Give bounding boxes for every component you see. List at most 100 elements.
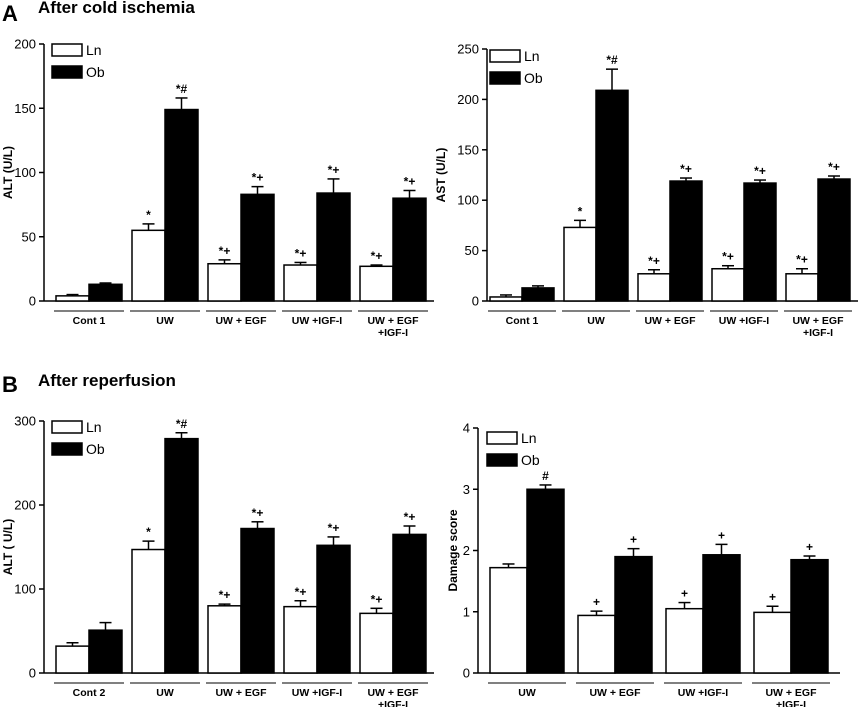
obese-bar xyxy=(88,283,123,302)
panel-a-letter: A xyxy=(2,1,18,26)
category-label: UW + EGF xyxy=(792,315,844,327)
chart-3: 0 100 200 300 ALT ( U/L) Cont 2 * *# UW *+ *+ UW + … xyxy=(1,414,434,707)
obese-bar xyxy=(614,555,653,674)
category-label: UW + EGF xyxy=(765,687,817,699)
obese-bar xyxy=(817,178,851,302)
significance-label: *+ xyxy=(680,162,692,176)
legend-swatch-obese xyxy=(489,71,521,85)
obese-bar xyxy=(743,182,777,302)
y-axis-label: ALT (U/L) xyxy=(1,146,15,199)
significance-label: + xyxy=(630,533,637,547)
chart-1: 0 50 100 150 200 ALT (U/L) Cont 1 * *# UW *+ *+ UW +… xyxy=(1,37,434,339)
legend-label-lean: Ln xyxy=(86,42,102,58)
significance-label: + xyxy=(681,587,688,601)
obese-bar xyxy=(316,544,351,674)
significance-label: *# xyxy=(176,82,188,96)
y-tick-label: 2 xyxy=(463,543,470,558)
lean-bar xyxy=(131,548,166,674)
obese-bar xyxy=(240,193,275,302)
lean-bar xyxy=(283,264,318,302)
lean-bar xyxy=(55,295,90,302)
category-label: UW xyxy=(156,687,174,699)
category-label: +IGF-I xyxy=(378,327,408,339)
significance-label: *+ xyxy=(295,246,307,260)
obese-bar xyxy=(669,180,703,302)
chart-2: 0 50 100 150 200 250 AST (U/L) Cont 1 * *# UW *+ *+ U… xyxy=(434,42,858,339)
significance-label: *+ xyxy=(328,163,340,177)
significance-label: *+ xyxy=(648,254,660,268)
significance-label: *+ xyxy=(796,253,808,267)
significance-label: + xyxy=(593,595,600,609)
significance-label: *+ xyxy=(295,585,307,599)
legend-label-obese: Ob xyxy=(524,70,543,86)
y-tick-label: 3 xyxy=(463,482,470,497)
legend-swatch-lean xyxy=(486,431,518,445)
panel-a-title: After cold ischemia xyxy=(38,0,195,17)
category-label: UW + EGF xyxy=(367,687,419,699)
y-axis-label: Damage score xyxy=(446,509,460,591)
category-label: UW + EGF xyxy=(215,687,267,699)
lean-bar xyxy=(359,265,394,302)
category-label: +IGF-I xyxy=(803,327,833,339)
obese-bar xyxy=(392,533,427,674)
category-label: UW xyxy=(587,315,605,327)
significance-label: + xyxy=(718,528,725,542)
significance-label: *+ xyxy=(328,521,340,535)
category-label: UW + EGF xyxy=(215,315,267,327)
lean-bar xyxy=(489,566,528,674)
category-label: +IGF-I xyxy=(776,699,806,707)
legend-swatch-lean xyxy=(489,49,521,63)
y-tick-label: 1 xyxy=(463,604,470,619)
significance-label: *+ xyxy=(722,250,734,264)
legend-swatch-lean xyxy=(51,420,83,434)
lean-bar xyxy=(665,607,704,674)
significance-label: *+ xyxy=(404,510,416,524)
y-tick-label: 100 xyxy=(457,193,479,208)
category-label: UW + EGF xyxy=(367,315,419,327)
y-tick-label: 0 xyxy=(463,666,470,681)
significance-label: *+ xyxy=(828,160,840,174)
lean-bar xyxy=(207,262,242,302)
y-tick-label: 4 xyxy=(463,421,470,436)
lean-bar xyxy=(785,273,819,302)
significance-label: *+ xyxy=(219,588,231,602)
significance-label: *# xyxy=(606,53,618,67)
y-tick-label: 200 xyxy=(14,498,36,513)
y-tick-label: 200 xyxy=(14,37,36,52)
significance-label: * xyxy=(146,208,151,222)
y-tick-label: 50 xyxy=(465,243,479,258)
y-tick-label: 200 xyxy=(457,92,479,107)
obese-bar xyxy=(526,488,565,674)
panel-b-title: After reperfusion xyxy=(38,371,176,390)
lean-bar xyxy=(577,614,616,674)
lean-bar xyxy=(55,645,90,674)
chart-4: 0 1 2 3 4 Damage score # UW + + UW + EGF + + UW +IGF-… xyxy=(446,421,840,707)
obese-bar xyxy=(392,197,427,302)
legend-label-obese: Ob xyxy=(86,64,105,80)
y-tick-label: 50 xyxy=(22,229,36,244)
y-tick-label: 0 xyxy=(29,666,36,681)
legend-label-lean: Ln xyxy=(524,48,540,64)
y-tick-label: 100 xyxy=(14,582,36,597)
significance-label: # xyxy=(542,469,549,483)
obese-bar xyxy=(595,89,629,302)
significance-label: *+ xyxy=(404,174,416,188)
obese-bar xyxy=(316,192,351,302)
significance-label: * xyxy=(578,204,583,218)
lean-bar xyxy=(563,226,597,302)
significance-label: * xyxy=(146,525,151,539)
category-label: UW xyxy=(156,315,174,327)
panel-b-letter: B xyxy=(2,372,18,397)
y-tick-label: 100 xyxy=(14,165,36,180)
y-tick-label: 250 xyxy=(457,42,479,57)
obese-bar xyxy=(521,287,555,302)
category-label: Cont 2 xyxy=(73,687,106,699)
category-label: UW +IGF-I xyxy=(292,315,343,327)
lean-bar xyxy=(359,612,394,674)
significance-label: *# xyxy=(176,417,188,431)
lean-bar xyxy=(489,296,523,302)
category-label: UW +IGF-I xyxy=(719,315,770,327)
category-label: Cont 1 xyxy=(506,315,539,327)
category-label: UW + EGF xyxy=(589,687,641,699)
